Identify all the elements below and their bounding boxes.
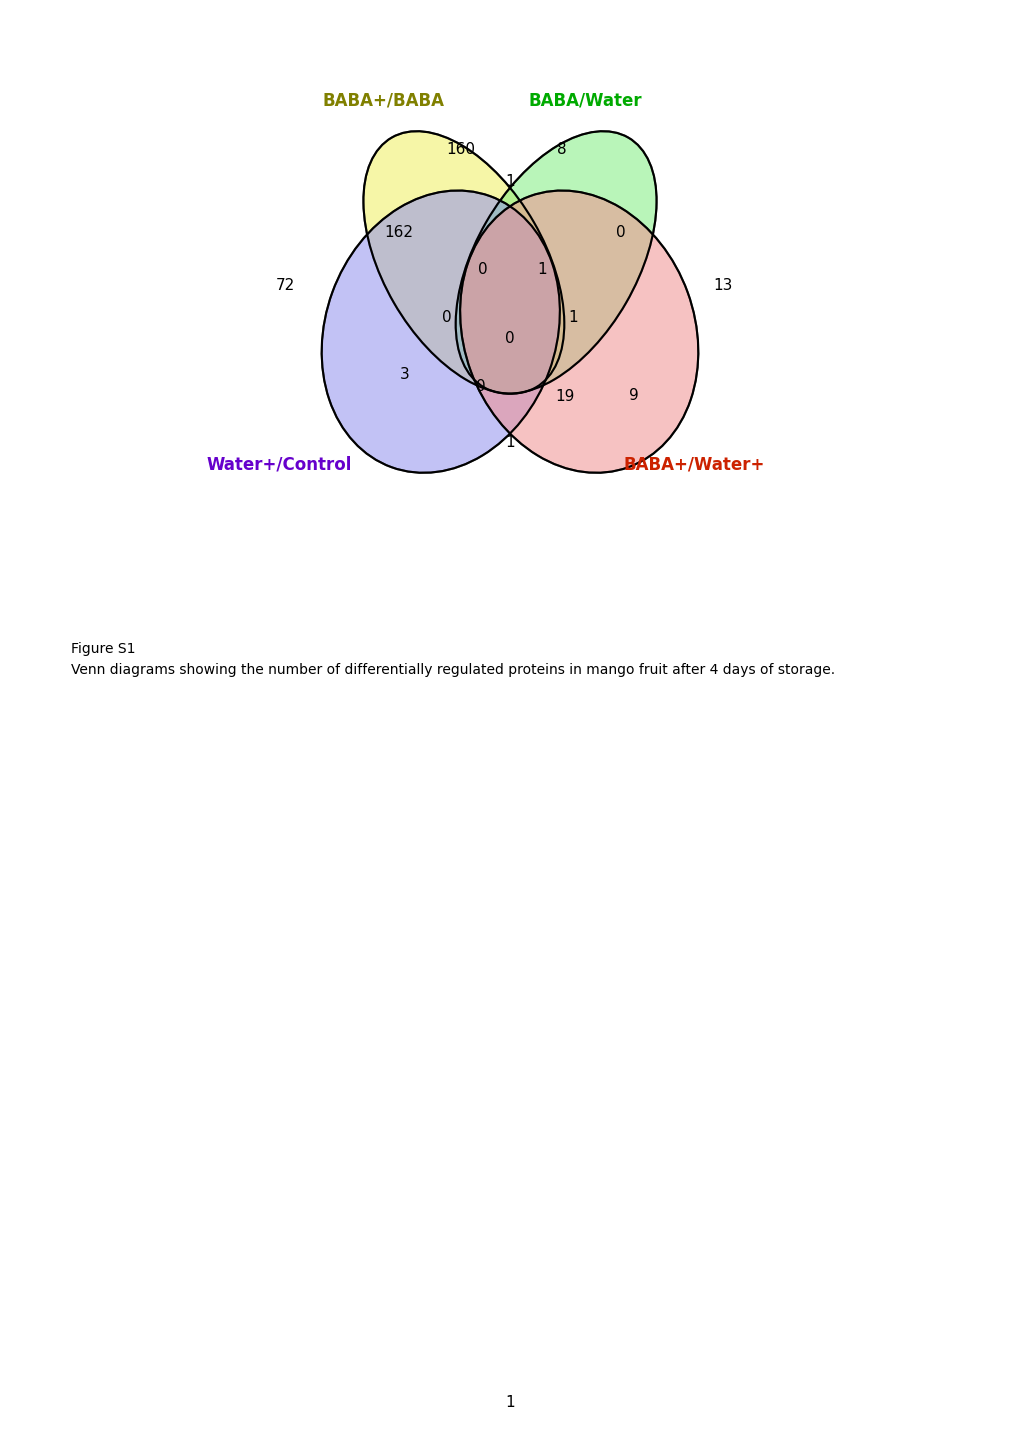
Text: 1: 1 <box>536 262 546 277</box>
Text: Figure S1: Figure S1 <box>71 642 136 656</box>
Text: 162: 162 <box>384 225 414 239</box>
Ellipse shape <box>363 131 564 394</box>
Text: BABA+/BABA: BABA+/BABA <box>322 92 443 110</box>
Text: 1: 1 <box>504 174 515 189</box>
Text: 0: 0 <box>476 379 485 394</box>
Text: 0: 0 <box>615 225 625 239</box>
Text: 0: 0 <box>441 310 451 324</box>
Ellipse shape <box>460 190 698 473</box>
Text: 0: 0 <box>477 262 487 277</box>
Text: Venn diagrams showing the number of differentially regulated proteins in mango f: Venn diagrams showing the number of diff… <box>71 663 835 678</box>
Text: 8: 8 <box>556 143 567 157</box>
Text: 1: 1 <box>504 1396 515 1410</box>
Ellipse shape <box>321 190 559 473</box>
Text: 72: 72 <box>275 278 294 293</box>
Ellipse shape <box>455 131 656 394</box>
Text: Water+/Control: Water+/Control <box>207 456 352 473</box>
Text: BABA/Water: BABA/Water <box>528 92 641 110</box>
Text: 3: 3 <box>399 368 410 382</box>
Text: 1: 1 <box>504 435 515 450</box>
Text: 0: 0 <box>504 332 515 346</box>
Text: 9: 9 <box>629 388 638 402</box>
Text: BABA+/Water+: BABA+/Water+ <box>624 456 764 473</box>
Text: 1: 1 <box>568 310 578 324</box>
Text: 19: 19 <box>554 389 574 404</box>
Text: 13: 13 <box>713 278 733 293</box>
Text: 160: 160 <box>446 143 475 157</box>
